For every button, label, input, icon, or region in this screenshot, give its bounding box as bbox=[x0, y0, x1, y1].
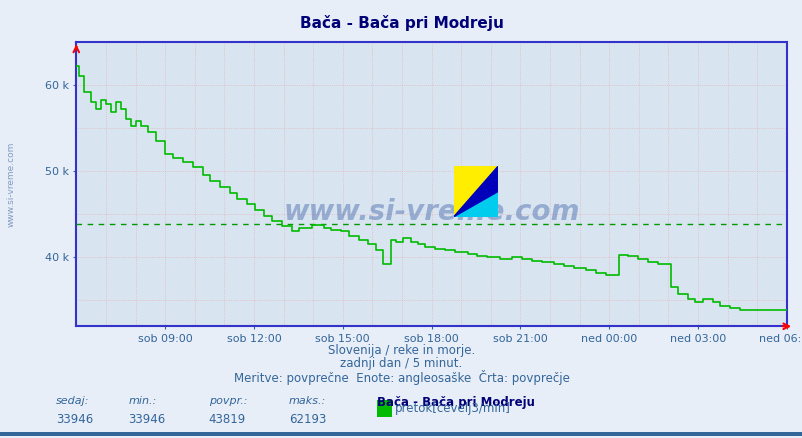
Text: pretok[čevelj3/min]: pretok[čevelj3/min] bbox=[395, 402, 510, 415]
Text: 33946: 33946 bbox=[128, 413, 165, 426]
Text: Meritve: povprečne  Enote: angleosaške  Črta: povprečje: Meritve: povprečne Enote: angleosaške Čr… bbox=[233, 370, 569, 385]
Text: 33946: 33946 bbox=[56, 413, 93, 426]
Text: maks.:: maks.: bbox=[289, 396, 326, 406]
Text: 62193: 62193 bbox=[289, 413, 326, 426]
Text: Bača - Bača pri Modreju: Bača - Bača pri Modreju bbox=[377, 396, 535, 410]
Text: min.:: min.: bbox=[128, 396, 156, 406]
Text: sedaj:: sedaj: bbox=[56, 396, 90, 406]
Polygon shape bbox=[453, 166, 497, 217]
Polygon shape bbox=[453, 166, 497, 217]
Text: zadnji dan / 5 minut.: zadnji dan / 5 minut. bbox=[340, 357, 462, 370]
Text: povpr.:: povpr.: bbox=[209, 396, 247, 406]
Text: 43819: 43819 bbox=[209, 413, 245, 426]
Text: Bača - Bača pri Modreju: Bača - Bača pri Modreju bbox=[299, 15, 503, 32]
Text: www.si-vreme.com: www.si-vreme.com bbox=[283, 198, 579, 226]
Polygon shape bbox=[453, 166, 497, 217]
Text: Slovenija / reke in morje.: Slovenija / reke in morje. bbox=[327, 344, 475, 357]
Text: www.si-vreme.com: www.si-vreme.com bbox=[6, 141, 15, 226]
